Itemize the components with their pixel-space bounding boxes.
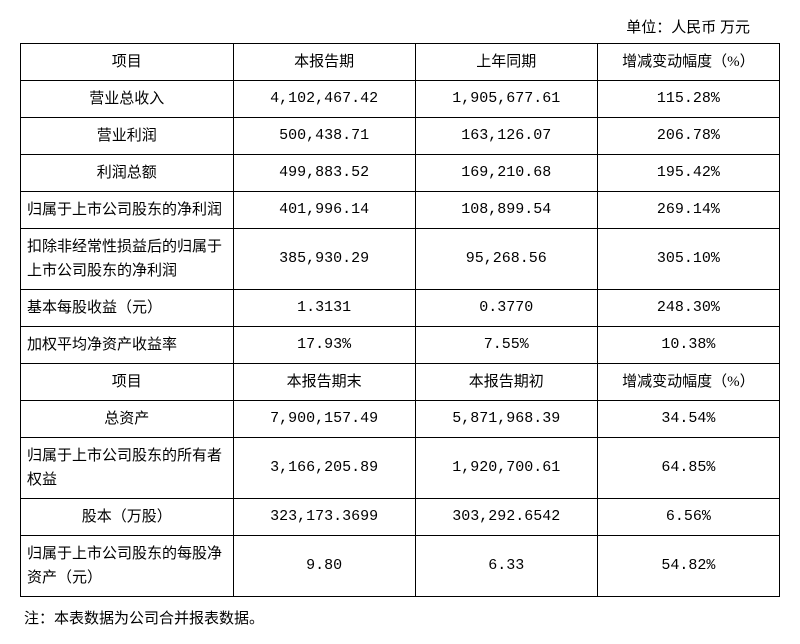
header-cell: 项目 xyxy=(21,364,234,401)
row-value: 1,920,700.61 xyxy=(415,438,597,499)
table-row: 营业利润500,438.71163,126.07206.78% xyxy=(21,118,780,155)
row-value: 54.82% xyxy=(597,536,779,597)
financial-table: 项目本报告期上年同期增减变动幅度（%）营业总收入4,102,467.421,90… xyxy=(20,43,780,597)
row-label: 归属于上市公司股东的净利润 xyxy=(21,192,234,229)
table-row: 股本（万股）323,173.3699303,292.65426.56% xyxy=(21,499,780,536)
header-cell: 增减变动幅度（%） xyxy=(597,364,779,401)
row-value: 499,883.52 xyxy=(233,155,415,192)
row-value: 64.85% xyxy=(597,438,779,499)
row-label: 利润总额 xyxy=(21,155,234,192)
table-row: 扣除非经常性损益后的归属于上市公司股东的净利润385,930.2995,268.… xyxy=(21,229,780,290)
row-label: 总资产 xyxy=(21,401,234,438)
row-value: 4,102,467.42 xyxy=(233,81,415,118)
table-row: 加权平均净资产收益率17.93%7.55%10.38% xyxy=(21,327,780,364)
row-value: 7,900,157.49 xyxy=(233,401,415,438)
header-cell: 本报告期初 xyxy=(415,364,597,401)
row-value: 323,173.3699 xyxy=(233,499,415,536)
row-value: 169,210.68 xyxy=(415,155,597,192)
row-value: 95,268.56 xyxy=(415,229,597,290)
table-header-row: 项目本报告期上年同期增减变动幅度（%） xyxy=(21,44,780,81)
row-value: 3,166,205.89 xyxy=(233,438,415,499)
header-cell: 本报告期 xyxy=(233,44,415,81)
row-value: 34.54% xyxy=(597,401,779,438)
row-value: 206.78% xyxy=(597,118,779,155)
table-row: 基本每股收益（元）1.31310.3770248.30% xyxy=(21,290,780,327)
row-value: 5,871,968.39 xyxy=(415,401,597,438)
row-value: 7.55% xyxy=(415,327,597,364)
row-label: 归属于上市公司股东的所有者权益 xyxy=(21,438,234,499)
header-cell: 上年同期 xyxy=(415,44,597,81)
table-header-row: 项目本报告期末本报告期初增减变动幅度（%） xyxy=(21,364,780,401)
table-row: 营业总收入4,102,467.421,905,677.61115.28% xyxy=(21,81,780,118)
row-label: 营业总收入 xyxy=(21,81,234,118)
row-label: 营业利润 xyxy=(21,118,234,155)
table-row: 归属于上市公司股东的每股净资产（元）9.806.3354.82% xyxy=(21,536,780,597)
row-value: 17.93% xyxy=(233,327,415,364)
header-cell: 本报告期末 xyxy=(233,364,415,401)
row-value: 303,292.6542 xyxy=(415,499,597,536)
table-row: 总资产7,900,157.495,871,968.3934.54% xyxy=(21,401,780,438)
row-value: 163,126.07 xyxy=(415,118,597,155)
row-value: 500,438.71 xyxy=(233,118,415,155)
row-value: 6.33 xyxy=(415,536,597,597)
row-value: 1.3131 xyxy=(233,290,415,327)
row-value: 115.28% xyxy=(597,81,779,118)
header-cell: 增减变动幅度（%） xyxy=(597,44,779,81)
row-value: 9.80 xyxy=(233,536,415,597)
row-label: 基本每股收益（元） xyxy=(21,290,234,327)
header-cell: 项目 xyxy=(21,44,234,81)
row-value: 10.38% xyxy=(597,327,779,364)
table-row: 利润总额499,883.52169,210.68195.42% xyxy=(21,155,780,192)
row-label: 归属于上市公司股东的每股净资产（元） xyxy=(21,536,234,597)
row-label: 扣除非经常性损益后的归属于上市公司股东的净利润 xyxy=(21,229,234,290)
row-value: 1,905,677.61 xyxy=(415,81,597,118)
table-row: 归属于上市公司股东的所有者权益3,166,205.891,920,700.616… xyxy=(21,438,780,499)
footnote: 注：本表数据为公司合并报表数据。 xyxy=(20,607,780,628)
row-value: 108,899.54 xyxy=(415,192,597,229)
row-value: 248.30% xyxy=(597,290,779,327)
row-value: 385,930.29 xyxy=(233,229,415,290)
row-label: 加权平均净资产收益率 xyxy=(21,327,234,364)
row-value: 269.14% xyxy=(597,192,779,229)
table-row: 归属于上市公司股东的净利润401,996.14108,899.54269.14% xyxy=(21,192,780,229)
row-value: 195.42% xyxy=(597,155,779,192)
row-value: 6.56% xyxy=(597,499,779,536)
row-label: 股本（万股） xyxy=(21,499,234,536)
row-value: 0.3770 xyxy=(415,290,597,327)
unit-label: 单位：人民币 万元 xyxy=(20,16,780,37)
row-value: 401,996.14 xyxy=(233,192,415,229)
row-value: 305.10% xyxy=(597,229,779,290)
